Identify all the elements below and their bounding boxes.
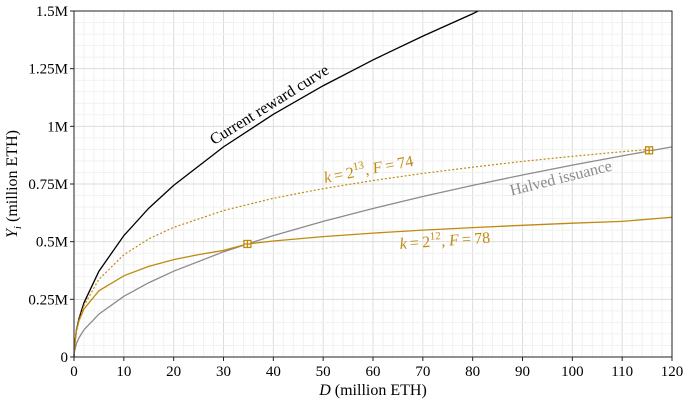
y-axis-variable: Y [4, 227, 21, 238]
annotation-halved-issuance: Halved issuance [508, 158, 613, 200]
y-tick-label: 0.75M [28, 177, 68, 193]
y-axis-unit: (million ETH) [4, 130, 21, 226]
x-axis-title: D (million ETH) [318, 382, 427, 399]
x-tick-label: 80 [465, 364, 480, 380]
label-part: = 2 [406, 234, 431, 253]
y-axis-title: Yi (million ETH) [4, 130, 24, 238]
y-axis-subscript: i [12, 226, 24, 229]
annotation-k-2-12-f-78: k = 212, F = 78 [399, 227, 491, 253]
x-tick-label: 30 [216, 364, 231, 380]
label-part: F [448, 232, 460, 250]
x-tick-label: 110 [611, 364, 633, 380]
y-tick-label: 1M [47, 119, 68, 135]
k-2-13-f-74-line [73, 148, 650, 358]
label-part: , [363, 161, 374, 179]
y-tick-label: 0.5M [36, 235, 68, 251]
y-tick-label: 0.25M [28, 292, 68, 308]
annotation-k-2-13-f-74: k = 213, F = 74 [322, 150, 415, 187]
label-part: k [323, 169, 334, 187]
x-tick-label: 50 [316, 364, 331, 380]
label-part: , [441, 233, 450, 251]
plot-area [73, 10, 673, 358]
x-tick-label: 100 [561, 364, 584, 380]
x-axis-variable: D [318, 382, 331, 399]
y-tick-label: 0 [61, 350, 69, 366]
x-tick-label: 10 [116, 364, 131, 380]
x-tick-label: 60 [366, 364, 381, 380]
intersection-marker [243, 239, 252, 249]
label-part: F [370, 159, 384, 178]
y-tick-label: 1.5M [36, 4, 68, 20]
x-tick-label: 120 [661, 364, 684, 380]
x-tick-label: 0 [70, 364, 78, 380]
x-tick-label: 40 [266, 364, 281, 380]
halved-issuance-line [73, 146, 673, 358]
x-tick-label: 20 [166, 364, 181, 380]
exponent: 13 [352, 159, 366, 173]
y-tick-label: 1.25M [28, 62, 68, 78]
axes [70, 10, 673, 361]
exponent: 12 [429, 230, 441, 243]
label-part: = 2 [329, 164, 355, 185]
x-tick-label: 90 [515, 364, 530, 380]
x-axis-unit: (million ETH) [331, 382, 427, 399]
grid-lines [73, 10, 673, 358]
label-part: k [399, 235, 408, 253]
tick-labels: 0 10 20 30 40 50 60 70 80 90 100 110 120 0 0.25M 0.5M 0.… [28, 4, 683, 380]
label-part: = 78 [458, 230, 491, 249]
label-part: = 74 [381, 153, 415, 176]
x-tick-label: 70 [415, 364, 430, 380]
intersection-marker [644, 146, 654, 155]
